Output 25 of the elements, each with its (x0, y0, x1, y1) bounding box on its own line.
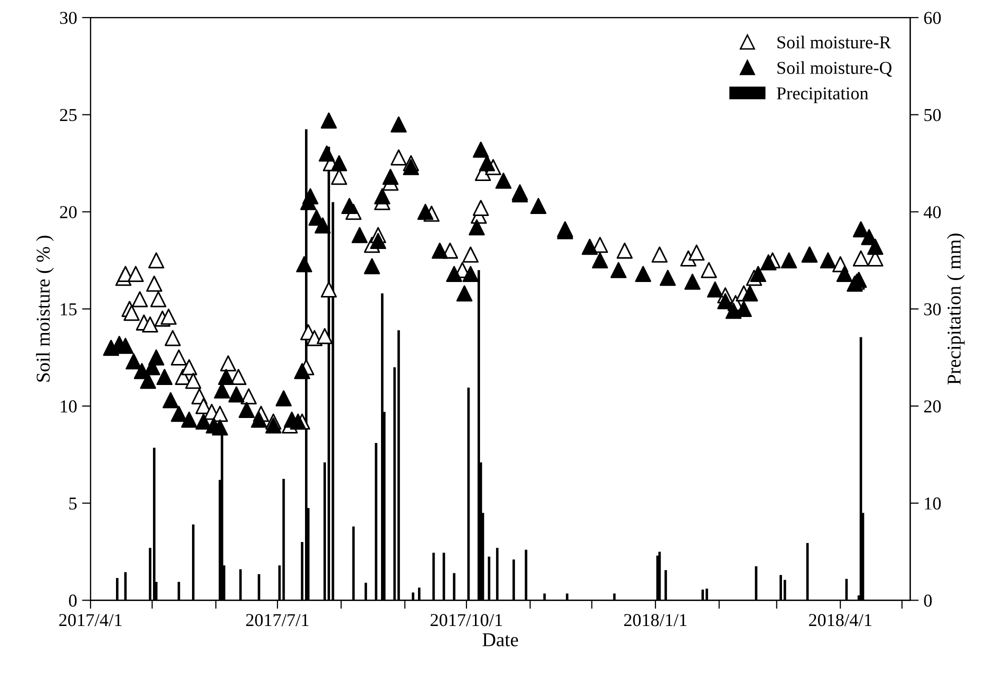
x-tick-label: 2018/4/1 (809, 614, 872, 626)
y-tick-label: 25 (60, 109, 77, 122)
y2-tick-label: 30 (924, 303, 941, 316)
legend-label: Soil moisture-Q (778, 61, 892, 77)
legend-label: Soil moisture-R (778, 36, 892, 48)
y2-axis-title: Precipitation ( mm) (947, 234, 965, 385)
legend-label: Precipitation (776, 87, 868, 104)
y-tick-label: 10 (60, 400, 77, 412)
y-tick-label: 0 (68, 594, 77, 607)
x-tick-label: 2017/4/1 (59, 614, 122, 626)
x-tick-label: 2018/1/1 (624, 614, 686, 626)
y2-tick-label: 60 (924, 12, 941, 24)
x-tick-label: 2017/10/1 (430, 614, 502, 626)
y2-tick-label: 50 (924, 108, 941, 122)
y-tick-label: 15 (60, 303, 77, 316)
y-tick-label: 5 (69, 498, 77, 510)
x-axis-title: Date (482, 633, 518, 646)
y-axis-title: Soil moisture ( % ) (36, 236, 54, 382)
y-tick-label: 30 (60, 12, 77, 24)
x-tick-label: 2017/7/1 (246, 614, 308, 626)
y2-tick-label: 10 (924, 497, 941, 510)
y2-tick-label: 0 (924, 594, 932, 607)
y-tick-label: 20 (60, 206, 77, 218)
y2-tick-label: 40 (924, 206, 941, 218)
y2-tick-label: 20 (924, 400, 941, 412)
